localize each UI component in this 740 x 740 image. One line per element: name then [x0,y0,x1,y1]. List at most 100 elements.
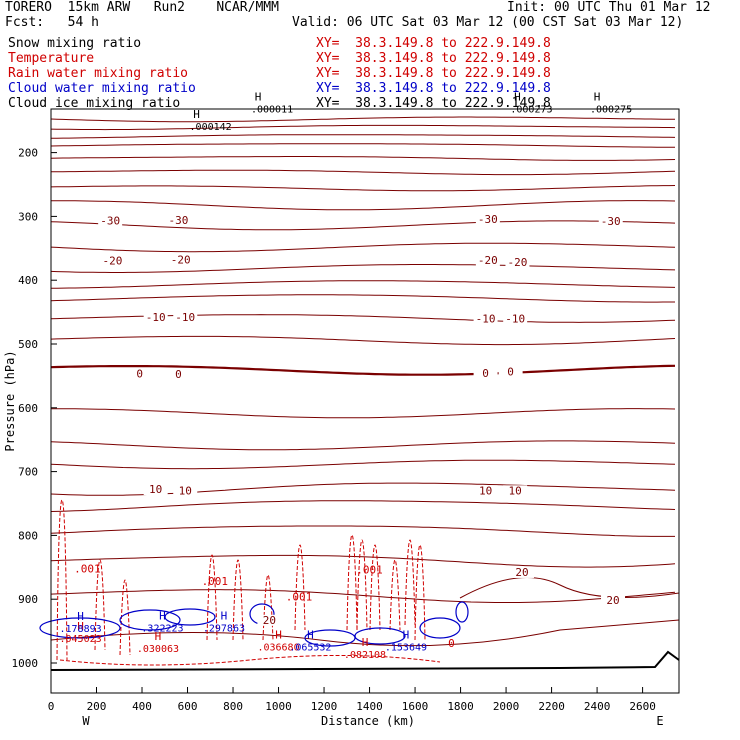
y-tick-label: 400 [18,274,38,287]
isotherm-label-bg [473,367,498,379]
y-tick-label: 800 [18,529,38,542]
x-axis-label: Distance (km) [321,714,415,728]
isotherm-label: 10 [509,484,522,497]
isotherm-label-bg [98,215,123,227]
isotherm [50,294,675,303]
cloud-high-marker: H [221,609,228,622]
isotherm-label-bg [473,313,498,325]
rain-high-marker: H [155,630,162,643]
isotherm [50,364,676,376]
rain-high-marker: H [275,628,282,641]
cloud-high-marker: H [77,610,84,623]
rain-contour [94,559,106,651]
x-tick-label: 800 [223,700,243,713]
rain-contour [414,544,426,641]
snow-high-value: .000273 [510,105,552,116]
rain-high-value: .030063 [137,644,179,655]
isotherm-label-bg [168,254,193,266]
isotherm-label: -10 [505,313,525,326]
isotherm [51,408,676,419]
y-tick-label: 500 [18,338,38,351]
cloud-contour [304,629,356,647]
y-tick-label: 200 [18,147,38,160]
isotherm-label-bg [505,256,530,268]
valid-time: Valid: 06 UTC Sat 03 Mar 12 (00 CST Sat … [292,15,684,30]
x-tick-label: 2600 [629,700,656,713]
rain-label: .001 [202,575,229,588]
x-tick-label: 1400 [356,700,383,713]
isotherm-label-bg [498,366,523,378]
cloud-high-marker: H [159,609,166,622]
y-tick-label: 700 [18,466,38,479]
isotherm-label-bg [166,369,191,381]
legend-cloud-water-xy: XY= 38.3.149.8 to 222.9.149.8 [316,81,551,96]
isotherm-label-bg [601,595,626,607]
cloud-contour [119,609,181,631]
isotherm-label-bg [510,566,534,578]
isotherm-label-bg [475,214,500,226]
x-tick-label: 200 [87,700,107,713]
isotherm-label: 10 [179,484,192,497]
isotherm [50,525,675,537]
rain-contours [56,499,441,666]
isotherm-label: -30 [601,215,621,228]
plot-frame [50,108,680,694]
cloud-high-value: .178893 [60,624,102,635]
snow-high-marker: H [255,91,262,104]
y-tick-label: 300 [18,210,38,223]
snow-high-marker: H [514,91,521,104]
terrain-surface [50,650,680,671]
init-time: Init: 00 UTC Thu 01 Mar 12 [507,0,711,15]
rain-contour [369,544,381,631]
isotherm [50,619,680,647]
rain-contour [356,539,368,631]
cloud-contour [354,627,406,645]
isotherm [50,156,676,161]
rain-label: .001 [356,564,383,577]
cloud-high-marker: H [403,628,410,641]
y-tick-label: 600 [18,402,38,415]
rain-high-marker: H [362,636,369,649]
isotherm-label: 0 [175,368,182,381]
legend-cloud-water-label: Cloud water mixing ratio [8,81,196,96]
isotherm-label: -20 [478,254,498,267]
isotherm-label-bg [475,254,500,266]
isotherm-label: 20 [606,594,619,607]
isotherm-label-bg [257,614,282,626]
legend-rain-label: Rain water mixing ratio [8,66,189,81]
legend-temperature-label: Temperature [8,51,95,66]
isotherm-label: -20 [171,253,191,266]
cloud-water-contours [39,601,469,647]
isotherm-label-bg [173,485,198,497]
temperature-contours [50,116,680,647]
rain-label: .001 [74,562,101,575]
rain-contour [389,559,401,631]
legend-rain-xy: XY= 38.3.149.8 to 222.9.149.8 [316,66,551,81]
cloud-high-value: .322223 [141,623,183,634]
isotherm [51,200,676,211]
isotherm-label: -20 [508,256,528,269]
x-tick-label: 1600 [402,700,429,713]
cloud-contour [164,608,216,626]
isotherm-label-bg [473,485,498,497]
rain-contour [232,559,244,641]
cloud-high-value: .153649 [385,642,427,653]
x-tick-label: 1000 [265,700,292,713]
rain-contour [206,554,218,641]
rain-high-value: .082108 [344,650,386,661]
cloud-contour [455,601,469,623]
legend-cloud-ice-xy: XY= 38.3.149.8 to 222.9.149.8 [316,96,551,111]
rain-high-marker: H [77,620,84,633]
isotherm-label-bg [503,485,528,497]
cloud-high-value: .297863 [203,623,245,634]
forecast-hour: Fcst: 54 h [5,15,99,30]
isotherm [50,554,676,568]
west-end-label: W [82,714,90,728]
legend-cloud-ice-label: Cloud ice mixing ratio [8,96,181,111]
rain-contour [294,544,306,631]
model-title: TORERO 15km ARW Run2 NCAR/MMM [5,0,279,15]
x-tick-label: 600 [178,700,198,713]
snow-high-marker: H [594,91,601,104]
rain-contour [404,539,416,626]
